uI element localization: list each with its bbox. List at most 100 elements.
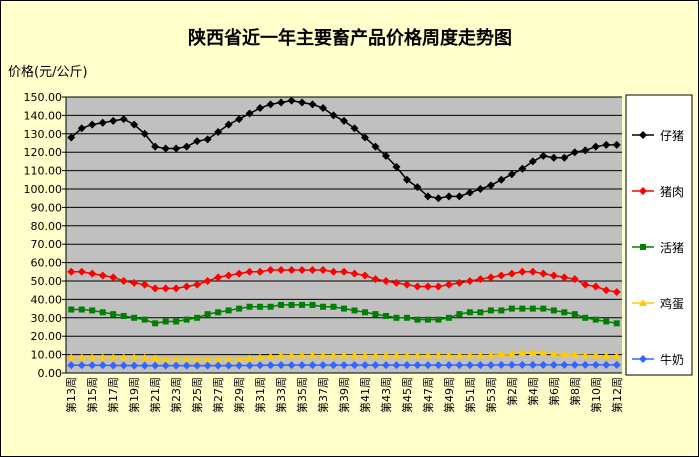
point xyxy=(591,142,600,151)
x-tick-label: 第39周 xyxy=(337,377,351,413)
point xyxy=(161,361,170,370)
point xyxy=(245,354,254,362)
point xyxy=(539,151,548,160)
x-tick-label: 第6周 xyxy=(547,377,561,406)
point xyxy=(444,280,453,289)
point xyxy=(476,185,485,193)
point xyxy=(591,282,600,291)
point xyxy=(613,320,620,327)
point xyxy=(161,355,170,363)
point xyxy=(560,153,569,162)
y-tick-label: 0.00 xyxy=(38,367,63,380)
point xyxy=(277,351,286,359)
point xyxy=(182,361,191,370)
point xyxy=(77,124,86,133)
point xyxy=(486,181,495,190)
point xyxy=(434,361,443,370)
point xyxy=(340,267,348,276)
point xyxy=(487,307,494,314)
point xyxy=(203,361,212,370)
x-tick-label: 第2周 xyxy=(505,377,519,406)
point xyxy=(413,351,422,359)
point xyxy=(329,351,338,359)
point xyxy=(319,361,328,370)
x-tick-label: 第47周 xyxy=(421,377,435,413)
point xyxy=(298,98,307,107)
point xyxy=(392,361,401,370)
point xyxy=(528,348,537,356)
x-tick-label: 第45周 xyxy=(400,377,414,413)
point xyxy=(119,277,128,285)
point xyxy=(465,188,474,197)
x-tick-label: 第25周 xyxy=(190,377,204,413)
point xyxy=(518,360,527,369)
point xyxy=(340,351,348,359)
point xyxy=(182,282,191,291)
point xyxy=(77,267,86,276)
point xyxy=(140,280,149,289)
point xyxy=(445,314,452,321)
point xyxy=(444,361,453,370)
point xyxy=(140,129,149,138)
point xyxy=(486,361,495,370)
point xyxy=(224,271,233,280)
point xyxy=(497,360,506,369)
point xyxy=(256,361,265,370)
y-tick-label: 140.00 xyxy=(24,109,63,122)
x-tick-label: 第37周 xyxy=(316,377,330,413)
point xyxy=(266,352,275,360)
point xyxy=(130,278,139,287)
point xyxy=(591,360,600,369)
point xyxy=(236,305,243,312)
point xyxy=(130,353,139,361)
point xyxy=(507,349,516,357)
point xyxy=(182,355,191,363)
point xyxy=(350,361,359,370)
point xyxy=(413,282,422,291)
point xyxy=(287,351,296,359)
point xyxy=(308,351,317,359)
point xyxy=(519,305,526,312)
point xyxy=(98,271,107,280)
point xyxy=(130,361,139,370)
point xyxy=(193,361,202,370)
point xyxy=(360,271,369,280)
point xyxy=(278,301,285,308)
point xyxy=(329,267,338,276)
point xyxy=(465,277,474,285)
y-tick-label: 80.00 xyxy=(31,220,63,233)
point xyxy=(225,307,232,314)
point xyxy=(392,162,401,171)
point xyxy=(203,277,212,285)
point xyxy=(371,275,380,284)
point xyxy=(131,314,138,321)
point xyxy=(193,280,202,289)
point xyxy=(245,267,254,276)
point xyxy=(88,361,97,370)
point xyxy=(444,351,453,359)
point xyxy=(214,127,223,136)
point xyxy=(109,361,118,370)
point xyxy=(77,353,86,361)
point xyxy=(109,273,118,282)
point xyxy=(277,265,286,274)
point xyxy=(266,100,275,109)
point xyxy=(246,303,253,310)
point xyxy=(381,361,390,370)
point xyxy=(528,157,537,166)
x-tick-label: 第33周 xyxy=(274,377,288,413)
point xyxy=(602,360,611,369)
point xyxy=(392,278,401,287)
point xyxy=(372,311,379,318)
point xyxy=(465,351,474,359)
x-tick-label: 第13周 xyxy=(64,377,78,413)
point xyxy=(360,361,369,370)
point xyxy=(381,277,390,285)
point xyxy=(476,361,485,370)
point xyxy=(298,265,307,274)
point xyxy=(140,353,149,361)
point xyxy=(319,351,328,359)
point xyxy=(360,133,369,142)
point xyxy=(612,351,621,359)
point xyxy=(612,288,621,297)
